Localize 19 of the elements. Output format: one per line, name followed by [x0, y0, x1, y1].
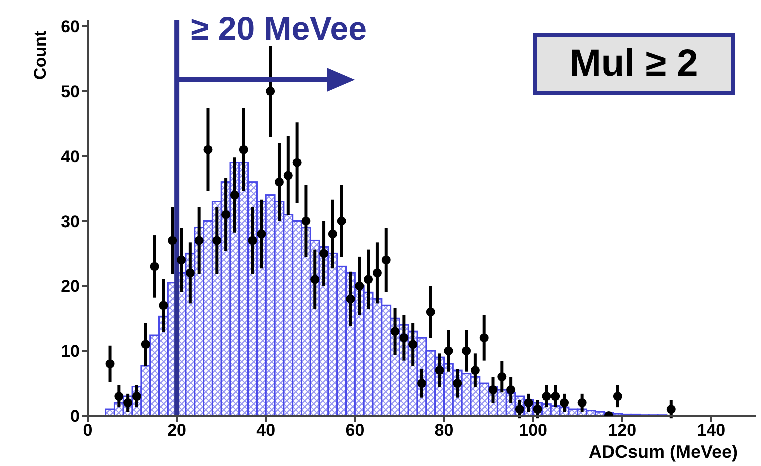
y-axis-title: Count [31, 30, 50, 80]
y-tick-label: 30 [61, 212, 80, 232]
y-tick-label: 10 [61, 342, 80, 362]
x-tick-label: 100 [519, 421, 548, 440]
x-axis-title: ADCsum (MeVee) [588, 442, 738, 462]
x-tick-label: 120 [608, 421, 637, 440]
y-tick-label: 60 [61, 18, 80, 37]
x-tick-label: 140 [697, 421, 726, 440]
annotation: Mul ≥ 2 [533, 33, 735, 95]
x-tick-label: 0 [83, 421, 93, 440]
x-tick-label: 60 [346, 421, 365, 440]
x-tick-label: 40 [256, 421, 276, 440]
x-tick-label: 80 [434, 421, 454, 440]
y-tick-label: 0 [70, 407, 80, 426]
x-tick-label: 20 [168, 421, 187, 440]
ref-line-label: ≥ 20 MeVee [191, 10, 367, 47]
y-tick-label: 50 [61, 82, 80, 102]
y-tick-label: 20 [61, 277, 80, 296]
y-tick-label: 40 [61, 147, 80, 166]
